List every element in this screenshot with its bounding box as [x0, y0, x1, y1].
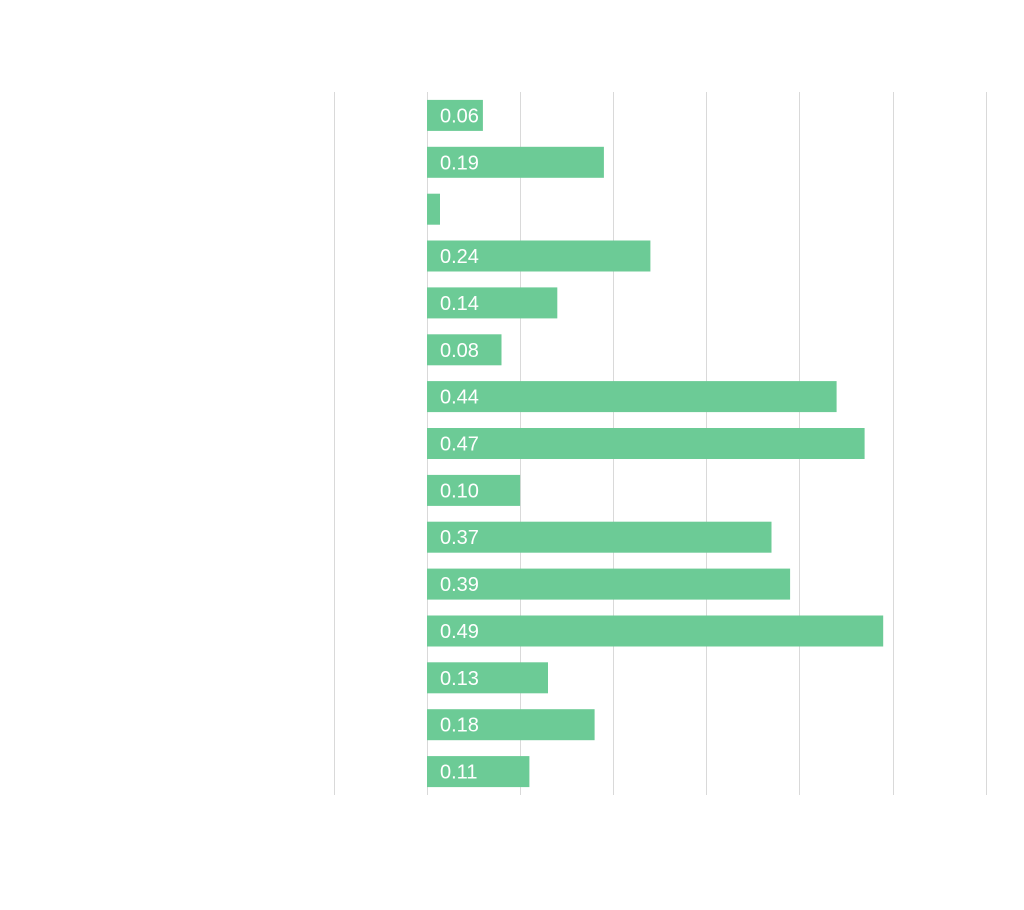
bar: [427, 709, 595, 741]
bar: [427, 428, 865, 459]
bar: [427, 521, 772, 553]
bars-group: [427, 99, 884, 788]
bar: [427, 287, 558, 319]
bar: [427, 146, 604, 178]
bar-data-label: 0.06: [440, 105, 479, 127]
bar: [427, 474, 521, 506]
bar-data-label: 0.44: [440, 387, 479, 409]
bar: [427, 568, 791, 600]
bar-data-label: 0.08: [440, 340, 479, 362]
bar-data-label: 0.13: [440, 668, 479, 690]
bar-data-label: 0.19: [440, 152, 479, 174]
bar-data-label: 0.24: [440, 246, 479, 268]
bar-data-label: 0.47: [440, 434, 479, 456]
bar: [427, 662, 548, 694]
bar: [427, 756, 530, 788]
bar: [427, 334, 502, 366]
bar: [427, 99, 483, 131]
bar: [427, 240, 651, 272]
bar-data-label: 0.39: [440, 574, 479, 596]
bar: [427, 381, 837, 413]
bar: [427, 615, 884, 647]
bar: [427, 193, 440, 225]
data-labels-group: 0.06 0.19 0.24 0.14 0.08 0.44 0.47 0.10 0.37 0.39…: [440, 105, 479, 783]
bar-data-label: 0.10: [440, 480, 479, 502]
bar-data-label: 0.49: [440, 621, 479, 643]
bar-data-label: 0.18: [440, 715, 479, 737]
bar-data-label: 0.14: [440, 293, 479, 315]
bar-data-label: 0.37: [440, 527, 479, 549]
bar-data-label: 0.11: [440, 762, 477, 784]
